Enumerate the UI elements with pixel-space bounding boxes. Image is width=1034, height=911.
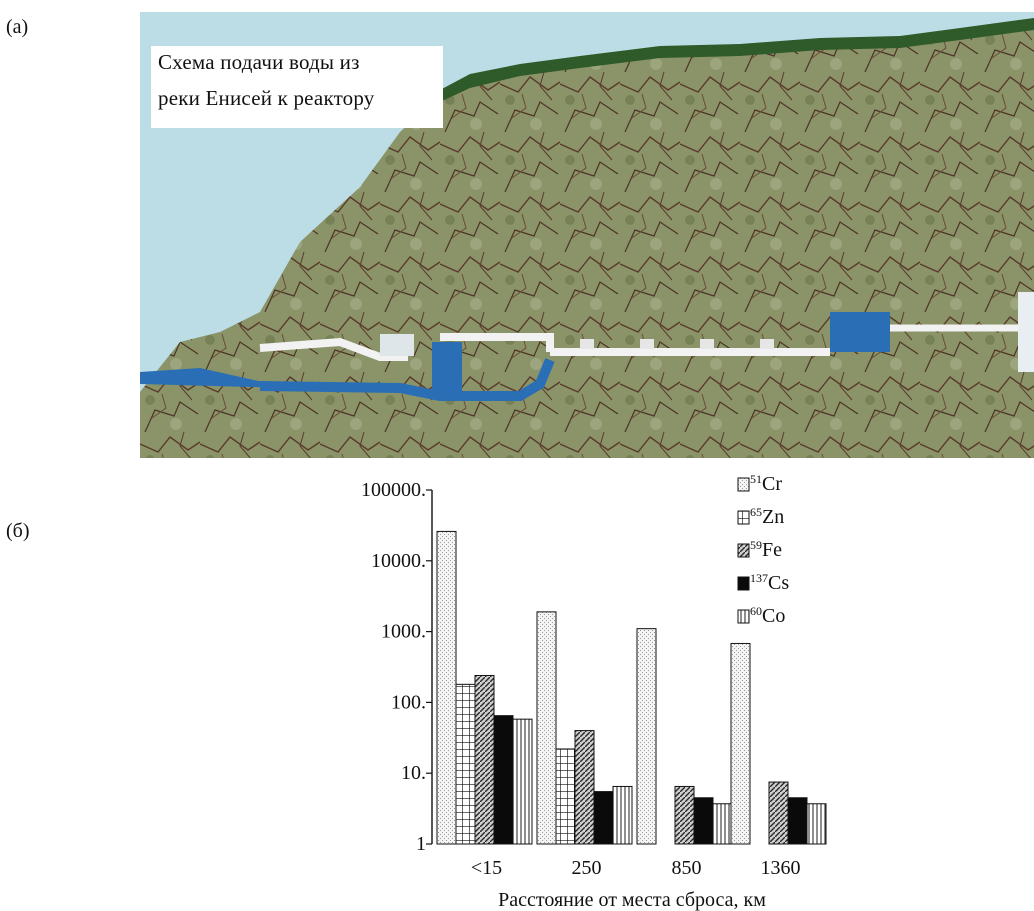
x-tick-label: <15	[471, 857, 502, 879]
y-tick-label: 100000.	[361, 479, 426, 501]
bar-co-3	[806, 803, 827, 845]
bar-zn-0	[455, 683, 476, 845]
y-tick-label: 10000.	[371, 550, 426, 572]
caption-line-2: реки Енисей к реактору	[158, 86, 375, 110]
river-water	[140, 368, 290, 388]
tunnel-pipe	[440, 333, 830, 356]
legend-swatch-zn	[737, 510, 750, 525]
tunnel-station-3	[700, 339, 714, 349]
legend-swatch-cs	[737, 576, 750, 591]
pumping-station	[830, 312, 890, 352]
legend-label-cr: 51Cr	[750, 472, 782, 495]
reservoir	[432, 342, 462, 396]
legend-swatch-co	[737, 609, 750, 624]
panel-label-a: (а)	[6, 16, 29, 38]
bar-fe-3	[768, 781, 789, 845]
bar-zn-1	[555, 748, 576, 845]
bar-cs-3	[787, 797, 808, 845]
y-tick-label: 1	[416, 833, 426, 855]
y-tick-label: 100.	[391, 691, 426, 713]
legend-swatch-cr	[737, 477, 750, 492]
legend-swatch-fe	[737, 543, 750, 558]
bar-fe-0	[474, 674, 495, 845]
radionuclide-bar-chart: 1 10. 100. 1000. 10000. 100000. <15 250 850 1360 Р…	[361, 472, 827, 911]
bar-cr-0	[436, 530, 457, 845]
panel-label-b: (б)	[6, 520, 30, 542]
water-supply-illustration	[140, 12, 1034, 458]
x-tick-label: 1360	[761, 857, 801, 879]
bar-fe-2	[674, 785, 695, 845]
caption-box	[151, 46, 443, 128]
x-tick-label: 250	[572, 857, 602, 879]
bar-cr-3	[730, 642, 751, 845]
water-canal	[259, 358, 555, 401]
bar-fe-1	[574, 730, 595, 845]
legend-label-cs: 137Cs	[750, 571, 789, 594]
tunnel-station-4	[760, 339, 774, 349]
legend-label-fe: 59Fe	[750, 538, 782, 561]
bar-cs-0	[493, 715, 514, 845]
bar-cs-2	[693, 797, 714, 845]
x-axis-title: Расстояние от места сброса, км	[498, 889, 766, 911]
bar-co-0	[512, 718, 533, 845]
bar-co-2	[712, 803, 733, 845]
caption-line-1: Схема подачи воды из	[158, 50, 360, 74]
bar-cr-1	[536, 611, 557, 845]
intake-pipe	[259, 337, 408, 361]
y-tick-label: 1000.	[381, 621, 426, 643]
bar-cr-2	[636, 628, 657, 845]
y-tick-label: 10.	[401, 762, 426, 784]
tunnel-station-2	[640, 339, 654, 349]
bar-cs-1	[593, 791, 614, 845]
reactor-building	[1018, 292, 1034, 372]
legend-label-co: 60Co	[750, 604, 785, 627]
bar-co-1	[612, 785, 633, 845]
vegetation-ridge	[425, 18, 1034, 107]
tunnel-station-1	[580, 339, 594, 349]
x-tick-label: 850	[672, 857, 702, 879]
legend-label-zn: 65Zn	[750, 505, 784, 528]
pump-house	[380, 334, 414, 356]
